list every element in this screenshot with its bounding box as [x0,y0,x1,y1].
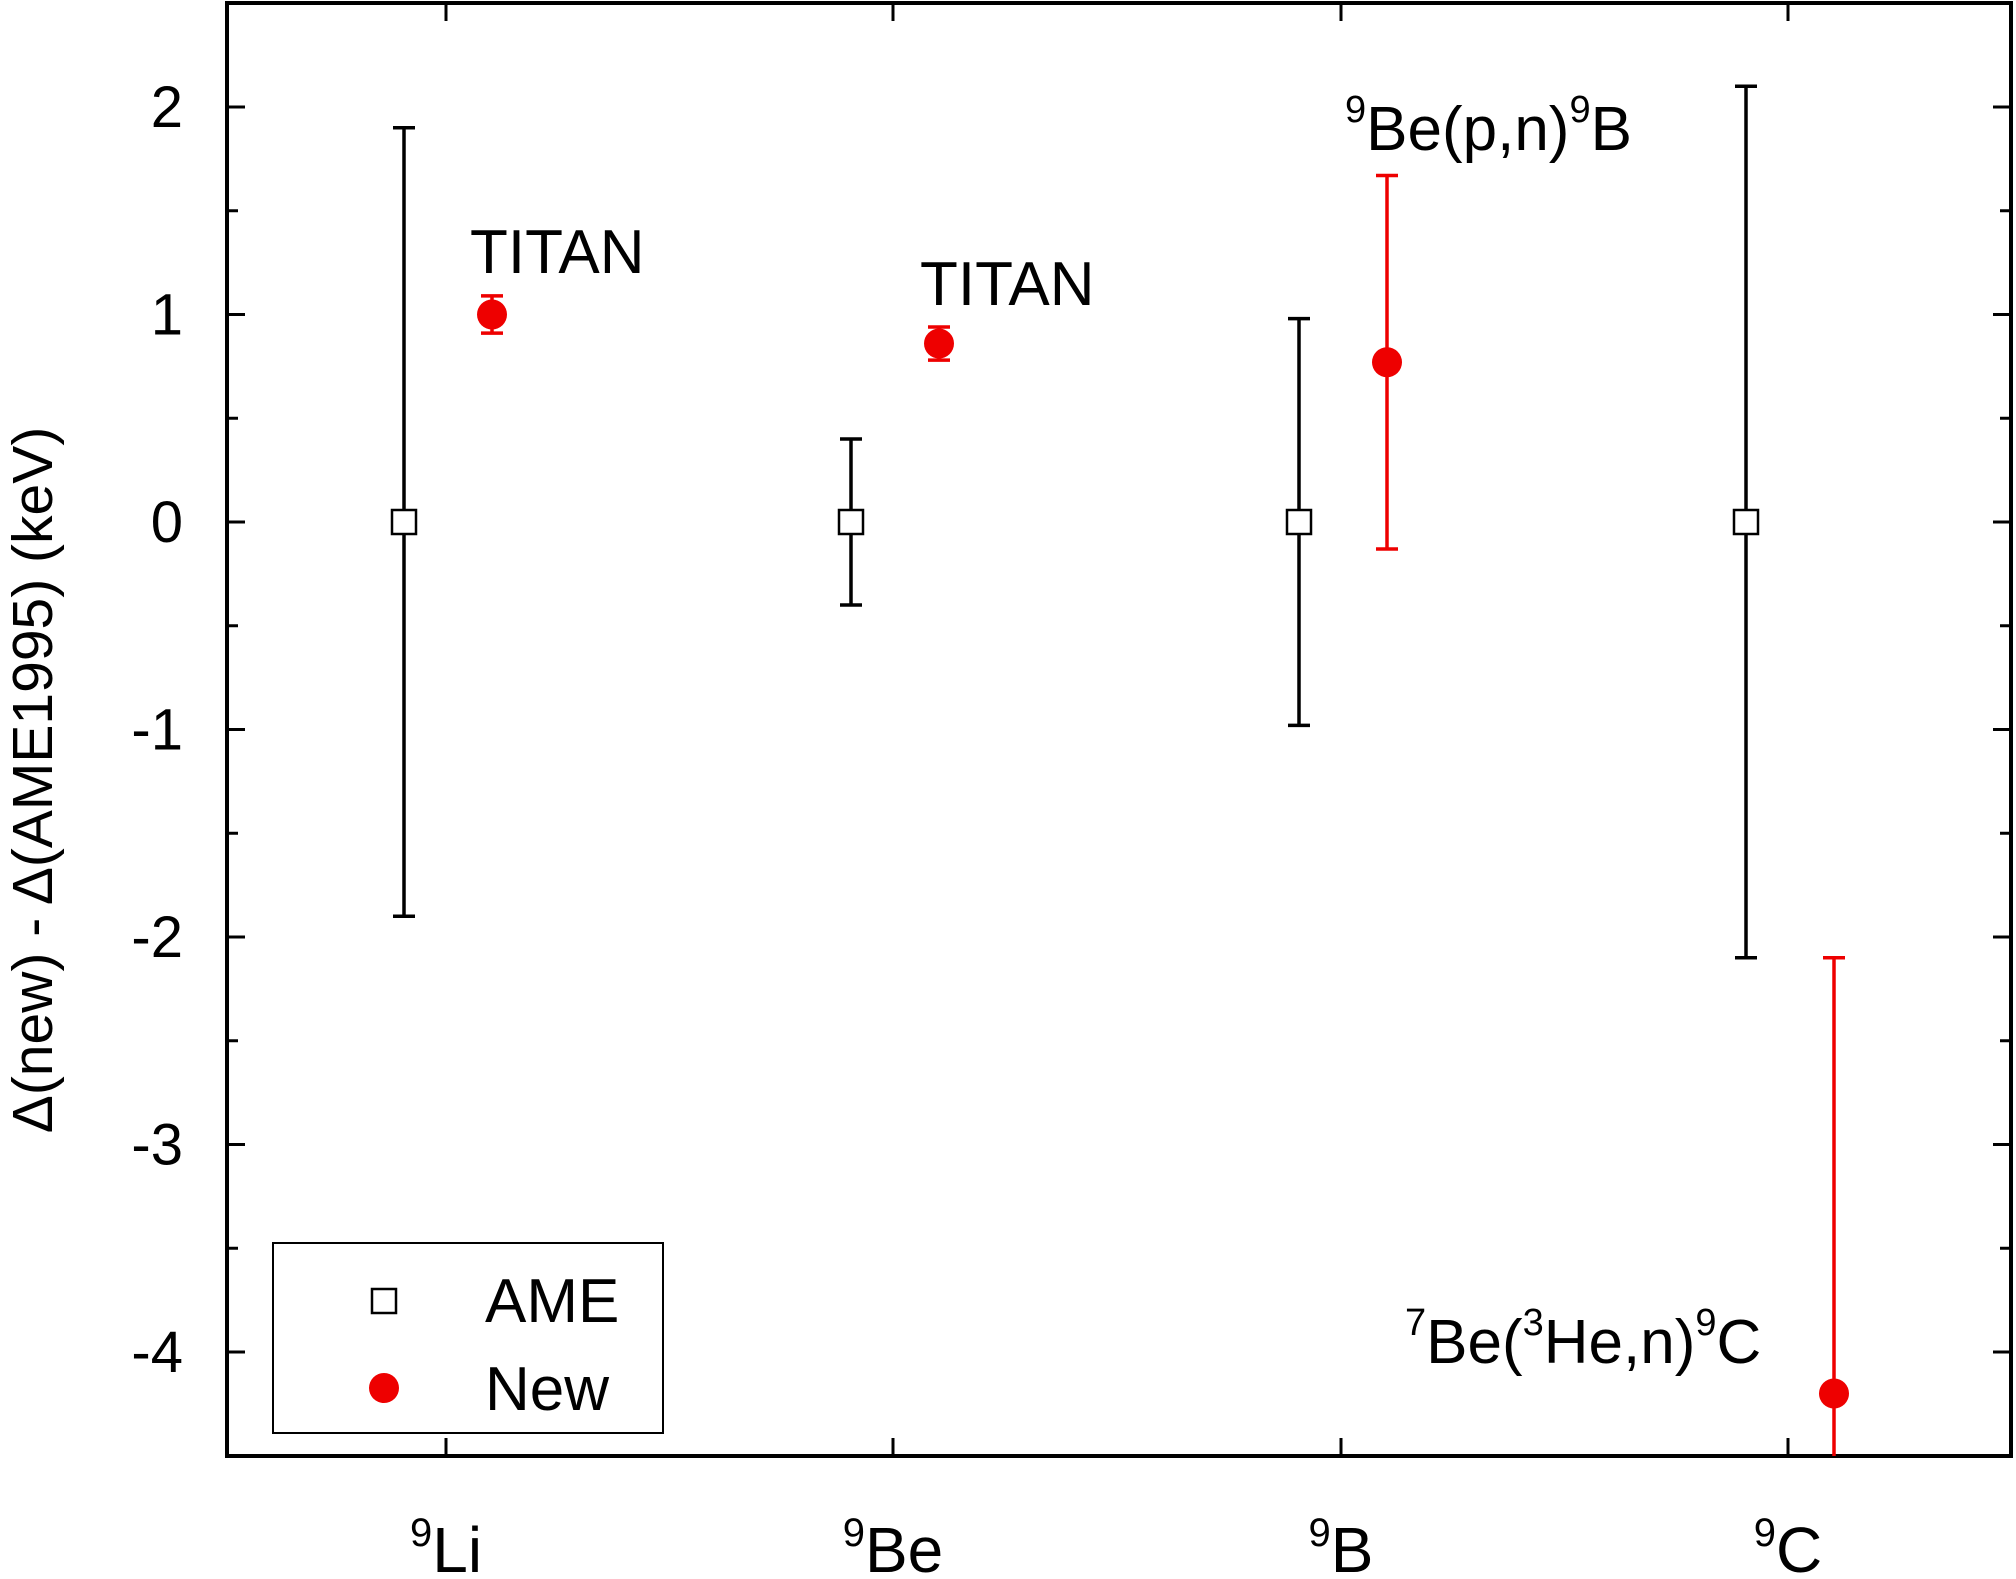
y-tick-label: -1 [131,698,183,763]
annotation-sup: 9 [1695,1302,1716,1344]
data-point-new [924,328,954,359]
data-point-new [1819,1378,1849,1409]
annotation-be: TITAN [920,250,1095,319]
legend-label-ame: AME [485,1267,619,1336]
annotation-text: TITAN [920,250,1095,319]
y-tick-label: -2 [131,905,183,970]
x-tick-label-symbol: Li [432,1514,482,1579]
y-tick-label: 2 [151,75,183,140]
legend-marker-new [369,1373,399,1403]
x-tick-label-symbol: C [1776,1514,1822,1579]
y-tick-label: 1 [151,283,183,348]
annotation-b: 9Be(p,n)9B [1345,89,1632,164]
y-tick-label: -4 [131,1320,183,1385]
data-point-new [477,299,507,330]
x-tick-label-mass: 9 [1309,1511,1331,1555]
x-tick-label-mass: 9 [843,1511,865,1555]
annotation-text: TITAN [470,218,645,287]
x-tick-label-mass: 9 [1754,1511,1776,1555]
data-point-ame [837,508,865,536]
x-tick-label: 9B [1309,1511,1374,1579]
legend-marker-ame [370,1287,398,1315]
annotation-text: B [1591,95,1632,164]
legend-label-new: New [485,1355,609,1424]
x-tick-labels: 9Li 9Be 9B 9C [410,1511,1822,1579]
legend: AME New [272,1242,664,1434]
annotation-text: Be(p,n) [1366,95,1569,164]
y-axis-label: Δ(new) - Δ(AME1995) (keV) [1,427,65,1134]
legend-box [272,1242,664,1434]
y-tick-label: 0 [151,490,183,555]
data-point-ame [1732,508,1760,536]
y-tick-labels: 2 1 0 -1 -2 -3 -4 [131,75,183,1385]
x-tick-label-mass: 9 [410,1511,432,1555]
annotation-sup: 9 [1569,89,1590,131]
annotation-sup: 3 [1523,1302,1544,1344]
x-tick-label-symbol: Be [865,1514,943,1579]
annotation-text: He,n) [1544,1308,1696,1377]
x-tick-label: 9Be [843,1511,944,1579]
plot-frame [225,1,2013,1458]
annotation-li: TITAN [470,218,645,287]
data-point-ame [1285,508,1313,536]
annotation-c: 7Be(3He,n)9C [1405,1302,1761,1377]
x-tick-label-symbol: B [1331,1514,1374,1579]
data-marks [390,84,1849,1456]
annotation-sup: 7 [1405,1302,1426,1344]
data-point-ame [390,508,418,536]
x-tick-label: 9Li [410,1511,482,1579]
y-tick-label: -3 [131,1113,183,1178]
x-tick-label: 9C [1754,1511,1822,1579]
annotation-text: C [1717,1308,1762,1377]
annotation-sup: 9 [1345,89,1366,131]
data-point-new [1372,347,1402,378]
annotation-text: Be( [1426,1308,1523,1377]
